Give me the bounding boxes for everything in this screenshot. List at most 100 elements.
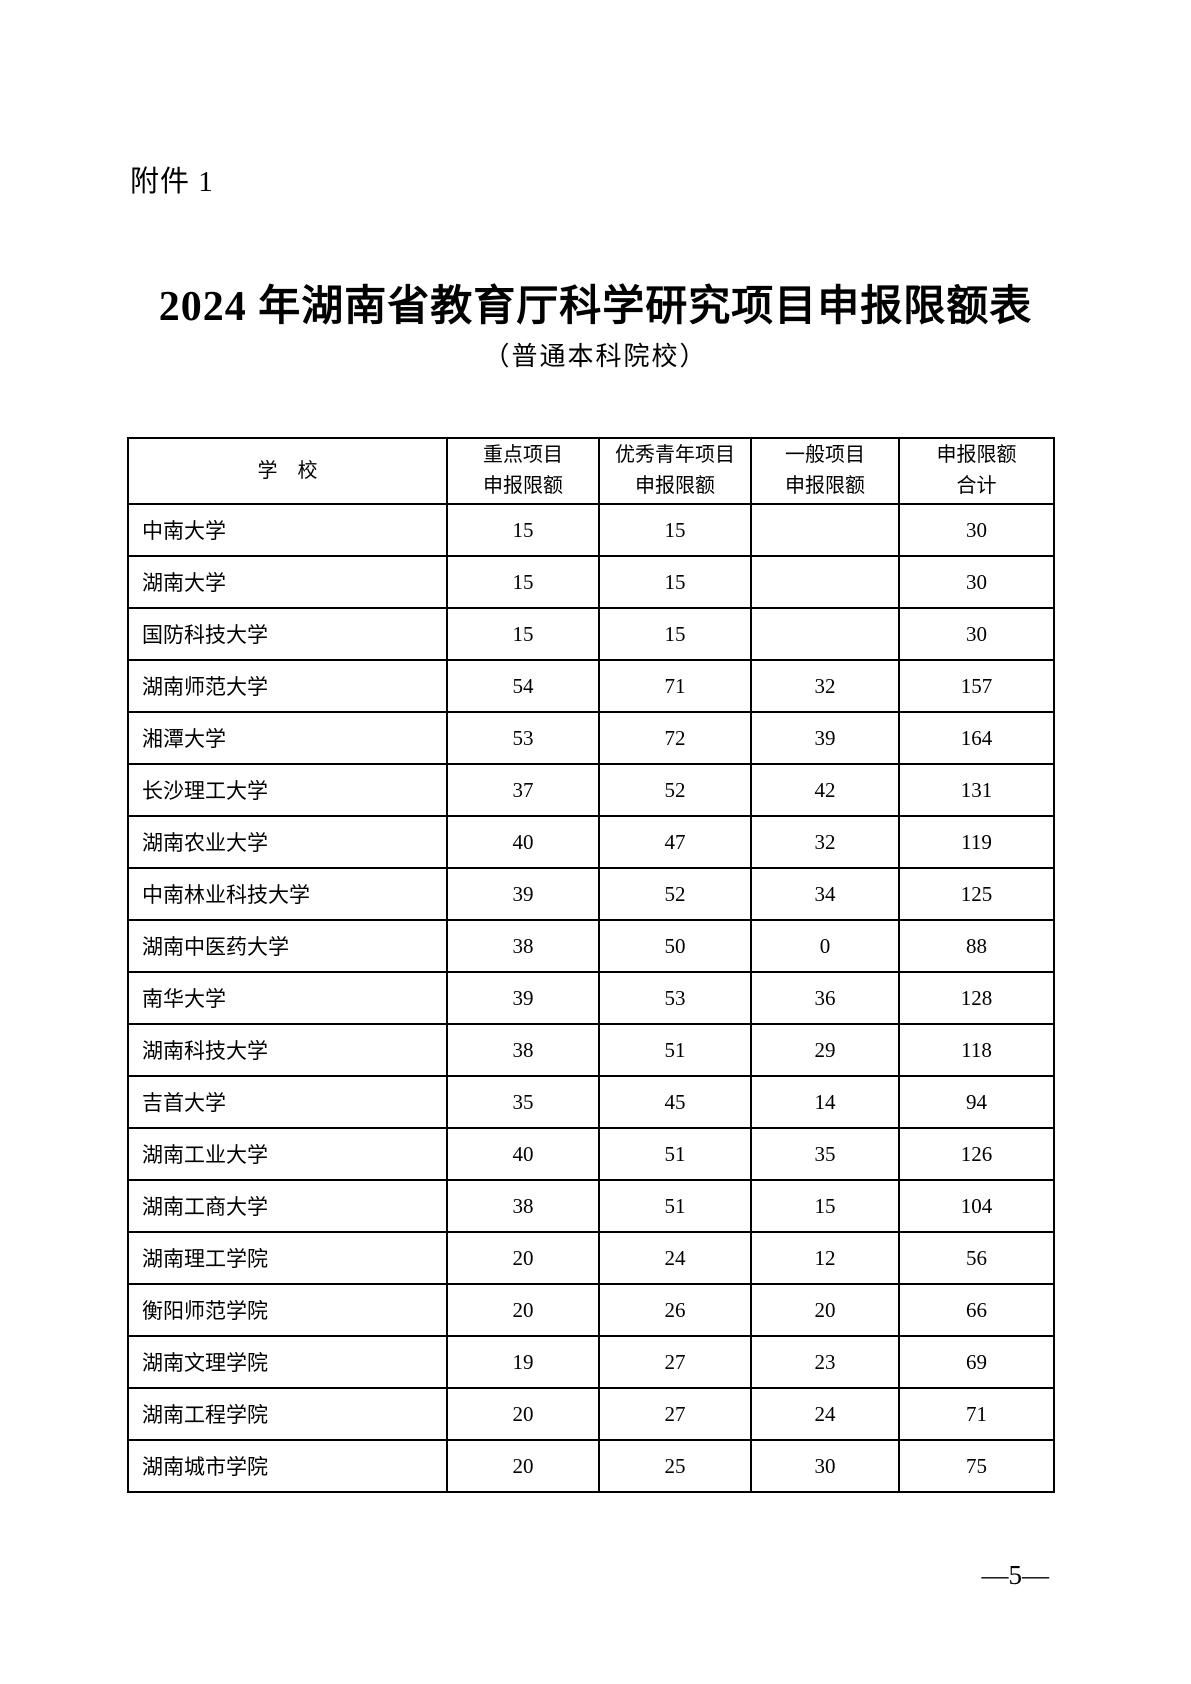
total-cell: 69 xyxy=(898,1335,1055,1389)
youth-project-cell: 52 xyxy=(598,867,752,921)
table-row: 中南大学 15 15 30 xyxy=(127,503,1055,557)
total-cell: 71 xyxy=(898,1387,1055,1441)
school-cell: 湖南理工学院 xyxy=(127,1231,448,1285)
key-project-cell: 54 xyxy=(446,659,600,713)
school-cell: 中南大学 xyxy=(127,503,448,557)
total-cell: 56 xyxy=(898,1231,1055,1285)
total-cell: 94 xyxy=(898,1075,1055,1129)
general-project-cell: 14 xyxy=(750,1075,900,1129)
general-project-cell: 12 xyxy=(750,1231,900,1285)
youth-project-cell: 27 xyxy=(598,1387,752,1441)
total-cell: 66 xyxy=(898,1283,1055,1337)
table-row: 湘潭大学 53 72 39 164 xyxy=(127,711,1055,765)
total-cell: 30 xyxy=(898,503,1055,557)
general-project-cell: 15 xyxy=(750,1179,900,1233)
key-project-cell: 15 xyxy=(446,503,600,557)
school-cell: 湖南科技大学 xyxy=(127,1023,448,1077)
school-cell: 湖南工业大学 xyxy=(127,1127,448,1181)
school-cell: 湖南城市学院 xyxy=(127,1439,448,1493)
general-project-cell xyxy=(750,555,900,609)
general-project-cell: 35 xyxy=(750,1127,900,1181)
youth-project-cell: 45 xyxy=(598,1075,752,1129)
youth-project-cell: 15 xyxy=(598,555,752,609)
table-row: 湖南中医药大学 38 50 0 88 xyxy=(127,919,1055,973)
school-cell: 湖南师范大学 xyxy=(127,659,448,713)
youth-project-cell: 51 xyxy=(598,1179,752,1233)
school-cell: 湖南工程学院 xyxy=(127,1387,448,1441)
general-project-cell: 0 xyxy=(750,919,900,973)
table-row: 湖南工程学院 20 27 24 71 xyxy=(127,1387,1055,1441)
school-cell: 国防科技大学 xyxy=(127,607,448,661)
table-header-row: 学 校重点项目 申报限额 优秀青年项目 申报限额 一般项目 申报限额 申报限额 合计 xyxy=(127,437,1055,505)
school-cell: 衡阳师范学院 xyxy=(127,1283,448,1337)
header-cell: 申报限额 合计 xyxy=(898,437,1055,505)
key-project-cell: 20 xyxy=(446,1231,600,1285)
school-cell: 南华大学 xyxy=(127,971,448,1025)
total-cell: 125 xyxy=(898,867,1055,921)
header-cell: 优秀青年项目 申报限额 xyxy=(598,437,752,505)
school-cell: 湘潭大学 xyxy=(127,711,448,765)
table-row: 湖南科技大学 38 51 29 118 xyxy=(127,1023,1055,1077)
key-project-cell: 39 xyxy=(446,867,600,921)
total-cell: 128 xyxy=(898,971,1055,1025)
youth-project-cell: 51 xyxy=(598,1023,752,1077)
header-cell: 重点项目 申报限额 xyxy=(446,437,600,505)
general-project-cell: 29 xyxy=(750,1023,900,1077)
table-row: 湖南师范大学 54 71 32 157 xyxy=(127,659,1055,713)
header-cell: 一般项目 申报限额 xyxy=(750,437,900,505)
total-cell: 104 xyxy=(898,1179,1055,1233)
table-row: 湖南理工学院 20 24 12 56 xyxy=(127,1231,1055,1285)
total-cell: 119 xyxy=(898,815,1055,869)
school-cell: 中南林业科技大学 xyxy=(127,867,448,921)
key-project-cell: 39 xyxy=(446,971,600,1025)
document-subtitle: （普通本科院校） xyxy=(483,342,708,371)
youth-project-cell: 52 xyxy=(598,763,752,817)
total-cell: 164 xyxy=(898,711,1055,765)
key-project-cell: 38 xyxy=(446,1179,600,1233)
total-cell: 118 xyxy=(898,1023,1055,1077)
youth-project-cell: 72 xyxy=(598,711,752,765)
key-project-cell: 40 xyxy=(446,815,600,869)
school-cell: 湖南工商大学 xyxy=(127,1179,448,1233)
key-project-cell: 35 xyxy=(446,1075,600,1129)
key-project-cell: 38 xyxy=(446,919,600,973)
youth-project-cell: 26 xyxy=(598,1283,752,1337)
key-project-cell: 38 xyxy=(446,1023,600,1077)
key-project-cell: 20 xyxy=(446,1387,600,1441)
table-row: 长沙理工大学 37 52 42 131 xyxy=(127,763,1055,817)
youth-project-cell: 50 xyxy=(598,919,752,973)
table-row: 南华大学 39 53 36 128 xyxy=(127,971,1055,1025)
youth-project-cell: 51 xyxy=(598,1127,752,1181)
youth-project-cell: 25 xyxy=(598,1439,752,1493)
table-row: 吉首大学 35 45 14 94 xyxy=(127,1075,1055,1129)
school-cell: 湖南大学 xyxy=(127,555,448,609)
total-cell: 30 xyxy=(898,607,1055,661)
school-cell: 湖南中医药大学 xyxy=(127,919,448,973)
total-cell: 157 xyxy=(898,659,1055,713)
general-project-cell: 32 xyxy=(750,815,900,869)
youth-project-cell: 53 xyxy=(598,971,752,1025)
table-row: 湖南大学 15 15 30 xyxy=(127,555,1055,609)
school-cell: 湖南文理学院 xyxy=(127,1335,448,1389)
youth-project-cell: 15 xyxy=(598,607,752,661)
attachment-label: 附件 1 xyxy=(130,166,214,198)
key-project-cell: 40 xyxy=(446,1127,600,1181)
key-project-cell: 19 xyxy=(446,1335,600,1389)
table-row: 湖南城市学院 20 25 30 75 xyxy=(127,1439,1055,1493)
general-project-cell xyxy=(750,503,900,557)
general-project-cell: 36 xyxy=(750,971,900,1025)
document-title: 2024 年湖南省教育厅科学研究项目申报限额表 xyxy=(158,284,1033,330)
youth-project-cell: 27 xyxy=(598,1335,752,1389)
total-cell: 131 xyxy=(898,763,1055,817)
key-project-cell: 15 xyxy=(446,607,600,661)
general-project-cell: 32 xyxy=(750,659,900,713)
header-cell: 学 校 xyxy=(127,437,448,505)
table-row: 湖南工商大学 38 51 15 104 xyxy=(127,1179,1055,1233)
total-cell: 75 xyxy=(898,1439,1055,1493)
general-project-cell: 24 xyxy=(750,1387,900,1441)
youth-project-cell: 47 xyxy=(598,815,752,869)
page-number: —5— xyxy=(981,1560,1050,1590)
total-cell: 126 xyxy=(898,1127,1055,1181)
general-project-cell: 42 xyxy=(750,763,900,817)
